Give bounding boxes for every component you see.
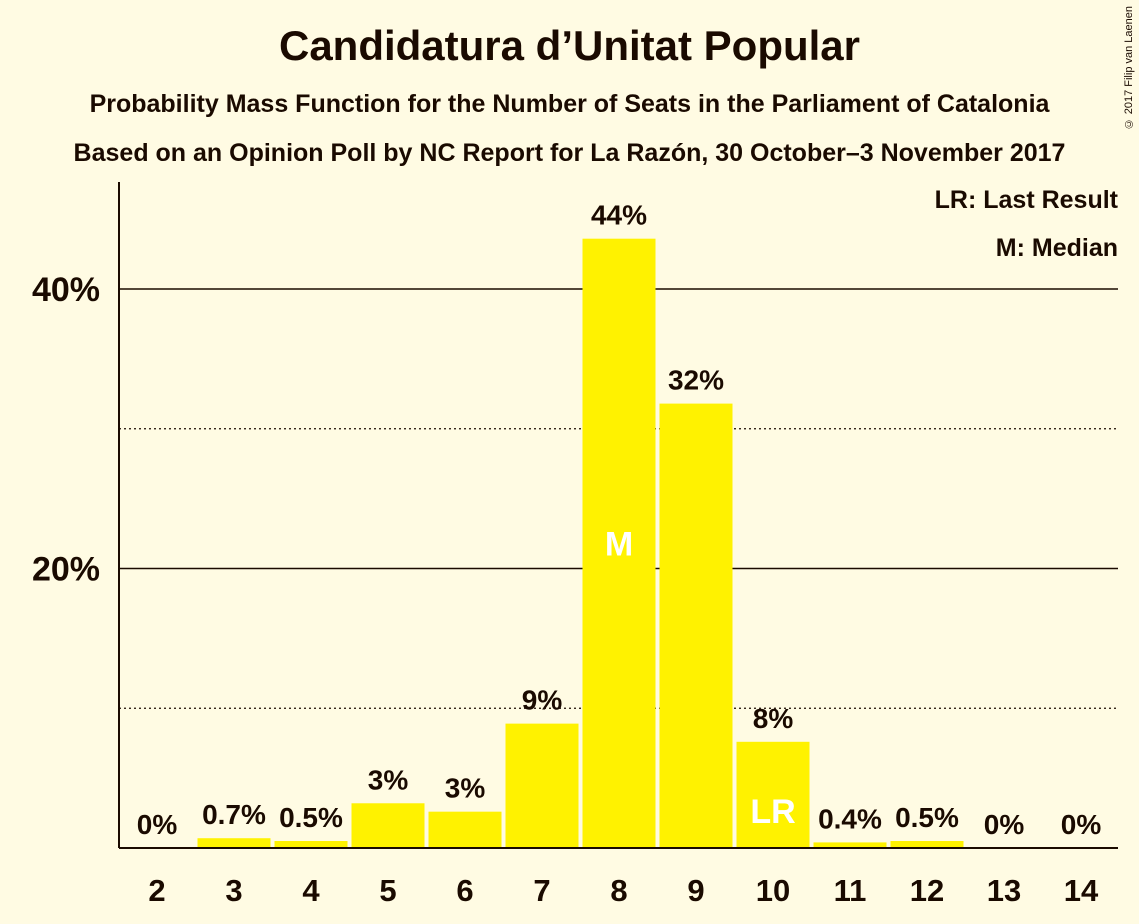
bar	[890, 841, 964, 848]
bar-value-label: 0%	[1061, 809, 1102, 840]
bar-value-label: 9%	[522, 685, 563, 716]
x-tick-label: 5	[379, 873, 396, 908]
bar-value-label: 8%	[753, 703, 794, 734]
bar-value-label: 44%	[591, 200, 647, 231]
legend-median: M: Median	[995, 234, 1118, 262]
chart-title: Candidatura d’Unitat Popular	[278, 22, 861, 69]
median-marker: M	[605, 525, 633, 563]
bar	[582, 238, 656, 848]
bar	[351, 803, 425, 848]
x-tick-label: 6	[456, 873, 473, 908]
x-tick-label: 3	[225, 873, 242, 908]
bar-value-label: 0%	[137, 809, 178, 840]
x-tick-label: 11	[834, 873, 867, 908]
bar-value-label: 0.5%	[895, 802, 959, 833]
bar	[197, 838, 271, 848]
x-tick-label: 14	[1064, 873, 1099, 908]
bar-value-label: 3%	[445, 773, 486, 804]
bar	[274, 841, 348, 848]
x-tick-label: 13	[987, 873, 1021, 908]
last-result-marker: LR	[750, 793, 795, 831]
bar	[736, 741, 810, 848]
y-tick-label: 20%	[32, 551, 100, 589]
chart-source-subtitle: Based on an Opinion Poll by NC Report fo…	[73, 139, 1066, 167]
chart-subtitle: Probability Mass Function for the Number…	[89, 90, 1050, 118]
bar	[428, 811, 502, 848]
bar	[505, 723, 579, 848]
bar-value-label: 3%	[368, 764, 409, 795]
x-tick-label: 8	[610, 873, 627, 908]
x-tick-label: 4	[302, 873, 320, 908]
bar-value-label: 0%	[984, 809, 1025, 840]
bar-value-label: 32%	[668, 365, 724, 396]
x-tick-label: 10	[756, 873, 790, 908]
y-tick-label: 40%	[32, 271, 100, 309]
x-tick-label: 7	[533, 873, 550, 908]
bar	[659, 403, 733, 848]
x-tick-label: 9	[687, 873, 704, 908]
x-tick-label: 12	[910, 873, 944, 908]
legend-last-result: LR: Last Result	[934, 186, 1118, 214]
bar-value-label: 0.7%	[202, 799, 266, 830]
x-tick-label: 2	[148, 873, 165, 908]
bar-value-label: 0.5%	[279, 802, 343, 833]
bar	[813, 842, 887, 848]
bar-value-label: 0.4%	[818, 803, 882, 834]
